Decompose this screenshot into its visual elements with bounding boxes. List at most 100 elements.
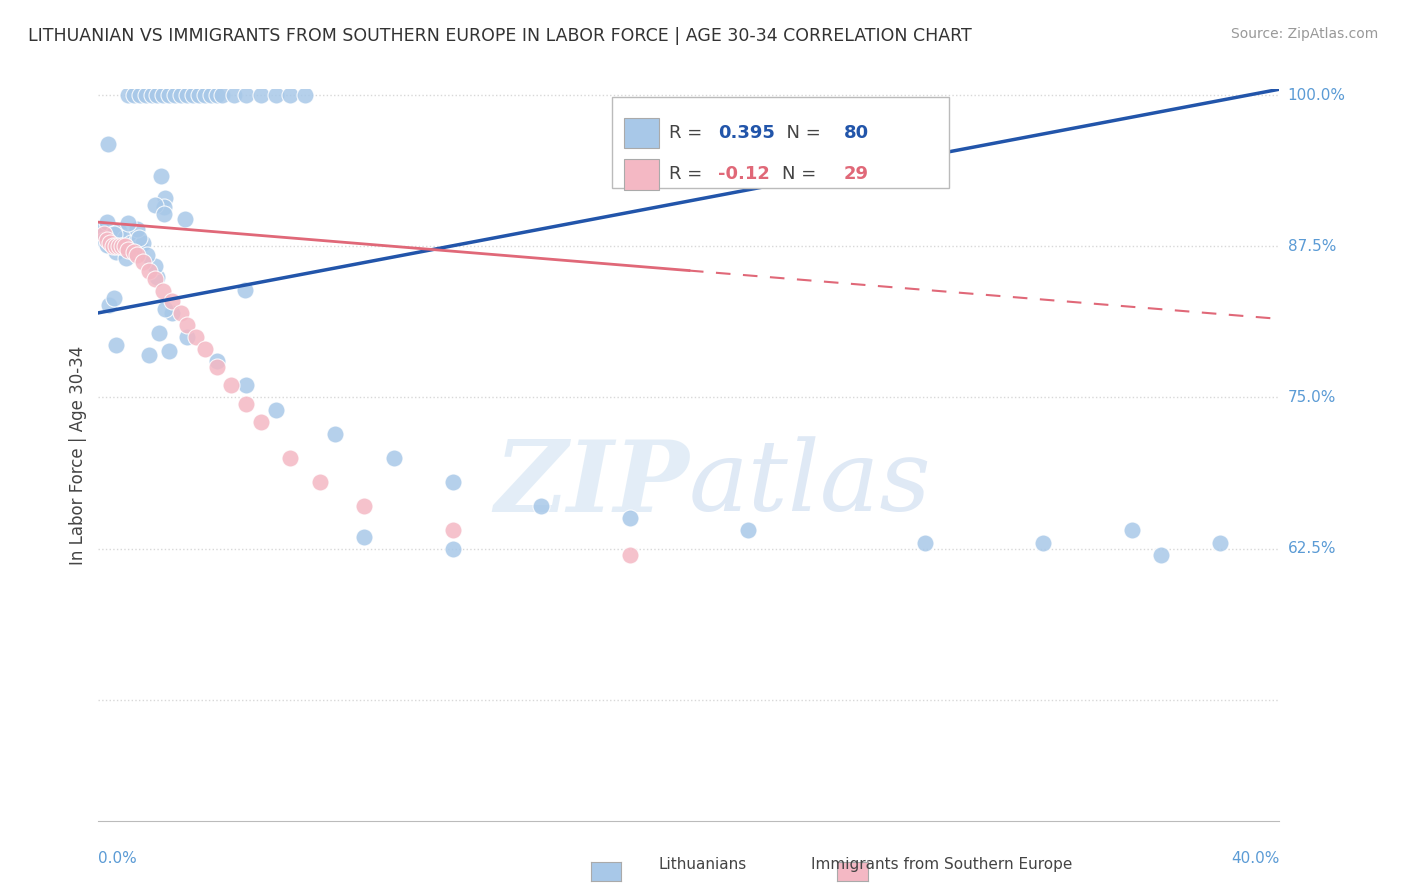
Point <box>93 233 115 247</box>
Point <box>105 337 128 351</box>
Point <box>141 88 163 103</box>
Point <box>211 88 233 103</box>
Text: 87.5%: 87.5% <box>1288 239 1336 254</box>
Point <box>619 548 641 562</box>
Point <box>135 88 157 103</box>
Point <box>441 475 464 489</box>
Point <box>200 88 222 103</box>
Point <box>224 88 246 103</box>
Text: 75.0%: 75.0% <box>1288 390 1336 405</box>
Bar <box>612 96 949 188</box>
Point <box>221 378 243 392</box>
Point <box>250 415 273 429</box>
Point <box>122 245 145 260</box>
Point <box>146 269 169 284</box>
Point <box>148 326 170 341</box>
Point <box>205 360 228 375</box>
Point <box>205 354 228 368</box>
Point <box>103 291 125 305</box>
Point <box>162 293 183 308</box>
Point <box>157 88 180 103</box>
Text: LITHUANIAN VS IMMIGRANTS FROM SOUTHERN EUROPE IN LABOR FORCE | AGE 30-34 CORRELA: LITHUANIAN VS IMMIGRANTS FROM SOUTHERN E… <box>28 27 972 45</box>
Point <box>153 191 176 205</box>
Point <box>90 221 112 235</box>
Point <box>1032 535 1054 549</box>
Point <box>98 298 121 312</box>
Point <box>382 450 405 465</box>
Text: Immigrants from Southern Europe: Immigrants from Southern Europe <box>811 857 1073 872</box>
Point <box>170 88 193 103</box>
Point <box>170 306 193 320</box>
Point <box>205 88 228 103</box>
Text: Source: ZipAtlas.com: Source: ZipAtlas.com <box>1230 27 1378 41</box>
Point <box>103 227 125 242</box>
Point <box>176 330 198 344</box>
Point <box>122 88 145 103</box>
Point <box>111 239 134 253</box>
Point <box>117 243 139 257</box>
Point <box>235 88 257 103</box>
Point <box>122 239 145 253</box>
Point <box>233 283 256 297</box>
Point <box>176 318 198 332</box>
Bar <box>624 118 659 148</box>
Point <box>157 344 180 359</box>
Point <box>97 136 120 151</box>
Text: 0.395: 0.395 <box>718 124 775 142</box>
Point <box>98 235 121 250</box>
Y-axis label: In Labor Force | Age 30-34: In Labor Force | Age 30-34 <box>69 345 87 565</box>
Point <box>162 306 183 320</box>
Text: R =: R = <box>669 165 707 183</box>
Point <box>152 88 174 103</box>
Point <box>181 88 204 103</box>
Point <box>114 231 136 245</box>
Point <box>96 233 118 247</box>
Text: Lithuanians: Lithuanians <box>659 857 747 872</box>
Point <box>105 239 128 253</box>
Text: ZIP: ZIP <box>494 436 689 533</box>
Text: atlas: atlas <box>689 436 932 532</box>
Text: 0.0%: 0.0% <box>98 851 138 866</box>
Point <box>96 215 118 229</box>
Point <box>264 402 287 417</box>
Point <box>103 239 125 253</box>
Point <box>98 239 121 253</box>
Point <box>114 239 136 253</box>
Point <box>235 378 257 392</box>
Point <box>323 426 346 441</box>
Point <box>132 255 155 269</box>
Point <box>152 284 174 298</box>
Point <box>108 224 131 238</box>
Point <box>125 233 148 247</box>
Point <box>120 235 142 250</box>
Point <box>1209 535 1232 549</box>
Point <box>235 396 257 410</box>
Point <box>93 227 115 242</box>
Text: R =: R = <box>669 124 707 142</box>
Point <box>128 239 150 253</box>
Point <box>353 500 375 514</box>
Point <box>117 88 139 103</box>
Point <box>165 88 187 103</box>
Point <box>117 239 139 253</box>
Text: 29: 29 <box>844 165 869 183</box>
Point <box>115 252 138 266</box>
Point <box>136 247 159 261</box>
Point <box>737 524 759 538</box>
Point <box>128 88 150 103</box>
Point <box>150 169 173 183</box>
Text: 80: 80 <box>844 124 869 142</box>
Point <box>294 88 316 103</box>
Point <box>280 450 302 465</box>
Point <box>143 272 166 286</box>
Point <box>184 330 207 344</box>
Text: N =: N = <box>775 124 827 142</box>
Point <box>132 235 155 250</box>
Bar <box>624 159 659 190</box>
Text: -0.12: -0.12 <box>718 165 770 183</box>
Point <box>105 245 128 260</box>
Point <box>103 227 125 242</box>
Point <box>146 88 169 103</box>
Point <box>250 88 273 103</box>
Point <box>194 88 217 103</box>
